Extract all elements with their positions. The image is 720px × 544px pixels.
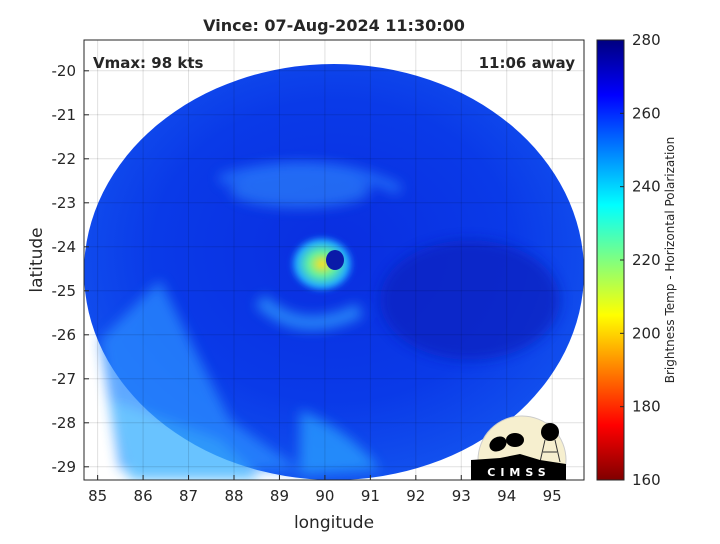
colorbar-ticks: 160 180 200 220 240 260 280 xyxy=(620,31,661,489)
x-tick-label: 86 xyxy=(134,487,153,505)
chart-title: Vince: 07-Aug-2024 11:30:00 xyxy=(203,16,465,35)
grid xyxy=(84,40,584,480)
x-tick-label: 89 xyxy=(270,487,289,505)
y-tick-label: -25 xyxy=(52,282,77,300)
y-ticks: -20 -21 -22 -23 -24 -25 -26 -27 -28 -29 xyxy=(52,62,89,476)
colorbar-tick-label: 160 xyxy=(632,471,661,489)
colorbar-tick-label: 260 xyxy=(632,104,661,122)
y-tick-label: -26 xyxy=(52,326,77,344)
colorbar-label: Brightness Temp - Horizontal Polarizatio… xyxy=(663,137,677,384)
vmax-label: Vmax: 98 kts xyxy=(93,54,203,72)
plot-area: 85 86 87 88 89 90 91 92 93 94 95 -20-21-22-23-24-2… xyxy=(52,39,585,505)
logo-text: CIMSS xyxy=(487,466,550,479)
y-tick-label: -28 xyxy=(52,414,77,432)
x-tick-label: 95 xyxy=(543,487,562,505)
y-tick-label: -23 xyxy=(52,194,77,212)
x-tick-label: 94 xyxy=(497,487,516,505)
colorbar: 160 180 200 220 240 260 280 Brightness Temp - … xyxy=(596,31,677,489)
y-tick-label: -20 xyxy=(52,62,77,80)
x-axis-label: longitude xyxy=(294,513,374,533)
colorbar-tick-label: 200 xyxy=(632,324,661,342)
x-tick-label: 92 xyxy=(406,487,425,505)
colorbar-tick-label: 240 xyxy=(632,178,661,196)
x-ticks: 85 86 87 88 89 90 91 92 93 94 95 xyxy=(88,475,562,505)
x-tick-label: 93 xyxy=(452,487,471,505)
cimss-logo: CIMSS xyxy=(471,415,567,480)
colorbar-tick-label: 280 xyxy=(632,31,661,49)
x-tick-label: 90 xyxy=(315,487,334,505)
y-tick-label: -24 xyxy=(52,238,77,256)
y-tick-label: -21 xyxy=(52,106,77,124)
x-tick-label: 87 xyxy=(179,487,198,505)
y-axis-label: latitude xyxy=(27,227,47,292)
y-tick-label: -29 xyxy=(52,458,77,476)
colorbar-tick-label: 220 xyxy=(632,251,661,269)
y-tick-label: -27 xyxy=(52,370,77,388)
away-label: 11:06 away xyxy=(479,54,576,72)
y-tick-label: -22 xyxy=(52,150,77,168)
x-tick-label: 91 xyxy=(361,487,380,505)
swath-image xyxy=(84,64,584,480)
colorbar-tick-label: 180 xyxy=(632,398,661,416)
x-tick-label: 85 xyxy=(88,487,107,505)
x-tick-label: 88 xyxy=(224,487,243,505)
storm-eye xyxy=(326,250,344,270)
